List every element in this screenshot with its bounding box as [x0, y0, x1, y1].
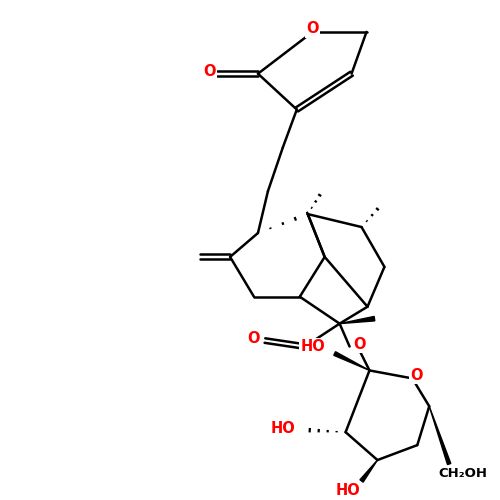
Text: O: O: [203, 64, 215, 79]
Text: O: O: [354, 337, 366, 352]
Text: HO: HO: [270, 420, 295, 436]
Polygon shape: [360, 460, 378, 482]
Text: CH₂OH: CH₂OH: [438, 468, 488, 480]
Polygon shape: [429, 406, 451, 465]
Text: O: O: [306, 22, 319, 36]
Text: HO: HO: [335, 484, 360, 498]
Text: O: O: [410, 368, 422, 383]
Text: O: O: [248, 331, 260, 346]
Text: HO: HO: [300, 339, 325, 354]
Polygon shape: [334, 352, 370, 370]
Polygon shape: [340, 316, 375, 324]
